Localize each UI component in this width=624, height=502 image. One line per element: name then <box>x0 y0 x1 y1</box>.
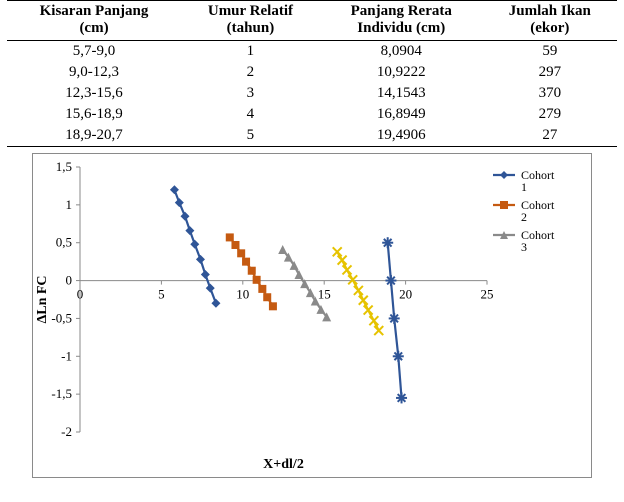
x-tick-label: 10 <box>236 286 249 301</box>
col-header-2: Panjang RerataIndividu (cm) <box>320 1 483 41</box>
y-tick-label: -1 <box>61 348 72 363</box>
cohort-summary-table: Kisaran Panjang(cm)Umur Relatif(tahun)Pa… <box>7 0 617 147</box>
col-header-sub: Individu (cm) <box>324 20 479 37</box>
square-icon <box>248 266 256 274</box>
table-cell: 1 <box>181 40 320 62</box>
y-tick-label: -2 <box>61 424 72 439</box>
table-row: 5,7-9,018,090459 <box>7 40 617 62</box>
x-tick-label: 20 <box>399 286 412 301</box>
y-tick-label: 1,5 <box>56 159 72 174</box>
table-row: 9,0-12,3210,9222297 <box>7 62 617 83</box>
table-cell: 297 <box>483 62 617 83</box>
square-icon <box>231 240 239 248</box>
square-icon <box>226 233 234 241</box>
y-axis-title: ΔLn FC <box>35 275 50 323</box>
square-icon <box>269 302 277 310</box>
y-tick-label: -0,5 <box>51 310 72 325</box>
table-cell: 5 <box>181 125 320 147</box>
col-header-sub: (ekor) <box>487 20 613 37</box>
table-cell: 18,9-20,7 <box>7 125 181 147</box>
col-header-top: Panjang Rerata <box>324 3 479 20</box>
col-header-3: Jumlah Ikan(ekor) <box>483 1 617 41</box>
square-icon <box>263 293 271 301</box>
square-icon <box>242 257 250 265</box>
table-cell: 370 <box>483 83 617 104</box>
table-cell: 27 <box>483 125 617 147</box>
table-cell: 19,4906 <box>320 125 483 147</box>
col-header-sub: (cm) <box>11 20 177 37</box>
table-cell: 3 <box>181 83 320 104</box>
legend-label: 1 <box>521 180 527 194</box>
cohort-chart: 0 5 10 15 20 25 -2 -1,5 -1 -0,5 0 0,5 1 1,5 X+dl/2 ΔLn … <box>32 153 592 478</box>
y-tick-label: 1 <box>66 196 73 211</box>
col-header-top: Jumlah Ikan <box>487 3 613 20</box>
table-cell: 5,7-9,0 <box>7 40 181 62</box>
table-cell: 12,3-15,6 <box>7 83 181 104</box>
x-tick-label: 0 <box>77 286 84 301</box>
table-cell: 4 <box>181 104 320 125</box>
table-cell: 15,6-18,9 <box>7 104 181 125</box>
col-header-0: Kisaran Panjang(cm) <box>7 1 181 41</box>
x-axis-title: X+dl/2 <box>263 457 304 472</box>
col-header-top: Umur Relatif <box>185 3 316 20</box>
legend-label: 2 <box>521 210 527 224</box>
y-tick-label: 0,5 <box>56 234 72 249</box>
square-icon <box>237 249 245 257</box>
x-tick-label: 25 <box>481 286 494 301</box>
table-cell: 2 <box>181 62 320 83</box>
y-tick-label: 0 <box>66 272 73 287</box>
table-row: 15,6-18,9416,8949279 <box>7 104 617 125</box>
table-row: 12,3-15,6314,1543370 <box>7 83 617 104</box>
table-cell: 279 <box>483 104 617 125</box>
col-header-top: Kisaran Panjang <box>11 3 177 20</box>
square-icon <box>500 201 508 209</box>
y-tick-label: -1,5 <box>51 386 72 401</box>
col-header-sub: (tahun) <box>185 20 316 37</box>
table-cell: 14,1543 <box>320 83 483 104</box>
table-cell: 8,0904 <box>320 40 483 62</box>
square-icon <box>253 275 261 283</box>
table-cell: 59 <box>483 40 617 62</box>
table-cell: 10,9222 <box>320 62 483 83</box>
table-cell: 9,0-12,3 <box>7 62 181 83</box>
table-cell: 16,8949 <box>320 104 483 125</box>
col-header-1: Umur Relatif(tahun) <box>181 1 320 41</box>
table-row: 18,9-20,7519,490627 <box>7 125 617 147</box>
legend-label: 3 <box>521 240 527 254</box>
square-icon <box>258 284 266 292</box>
x-tick-label: 15 <box>318 286 331 301</box>
x-tick-label: 5 <box>158 286 165 301</box>
